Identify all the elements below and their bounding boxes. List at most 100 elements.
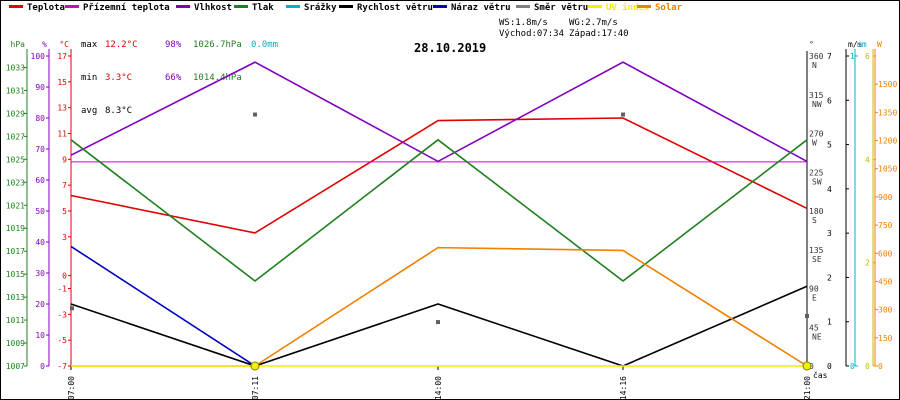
series-dir-point (253, 112, 257, 117)
axis-dir-tick-label: 270 (809, 130, 824, 139)
legend-swatch (588, 5, 602, 8)
legend-item-8: UV index (588, 3, 649, 13)
wind-info: WS:1.8m/s WG:2.7m/s Východ:07:34 Západ:17:… (499, 18, 649, 40)
legend-label: Srážky (304, 3, 337, 13)
axis-hpa-tick-label: 1017 (6, 247, 25, 256)
legend-item-5: Rychlost větru (339, 3, 433, 13)
chart-date: 28.10.2019 (414, 41, 487, 55)
legend-label: Teplota (27, 3, 65, 13)
stats-block: max 12.2°C 98% 1026.7hPa 0.0mm min 3.3°C 66% 10… (81, 18, 278, 139)
axis-hpa-tick-label: 1033 (6, 63, 25, 72)
axis-celsius-tick-label: 9 (62, 155, 67, 164)
series-uv-point (802, 361, 812, 371)
stat-max-temp: 12.2°C (105, 40, 138, 50)
legend-item-2: Vlhkost (176, 3, 232, 13)
axis-dir-compass-label: N (812, 61, 817, 70)
legend-label: Tlak (252, 3, 274, 13)
legend-swatch (9, 5, 23, 8)
axis-hpa-tick-label: 1031 (6, 86, 25, 95)
axis-hpa-tick-label: 1029 (6, 109, 25, 118)
axis-pct-tick-label: 0 (40, 362, 45, 371)
axis-celsius-tick-label: -1 (57, 285, 67, 294)
axis-mm-tick-label: 0 (850, 362, 855, 371)
legend-label: Solar (655, 3, 683, 13)
sunset: Západ:17:40 (569, 29, 629, 39)
stat-avg-temp: 8.3°C (105, 106, 133, 116)
legend-swatch (65, 5, 79, 8)
axis-dir-compass-label: NE (812, 332, 822, 341)
axis-hpa-tick-label: 1009 (6, 339, 25, 348)
axis-pct-tick-label: 40 (35, 238, 45, 247)
wind-gust: WG:2.7m/s (569, 18, 618, 28)
axis-ms-tick-label: 4 (827, 185, 832, 194)
legend-swatch (516, 5, 530, 8)
legend-swatch (433, 5, 447, 8)
axis-w-tick-label: 1350 (878, 108, 897, 117)
axis-hpa-tick-label: 1025 (6, 155, 25, 164)
axis-dir-compass-label: NW (812, 100, 822, 109)
series-line-3 (70, 138, 808, 283)
legend-item-1: Přízemní teplota (65, 3, 170, 13)
x-axis-label: čas (813, 370, 828, 380)
axis-pct-tick-label: 100 (31, 52, 46, 61)
axis-uv-tick-label: 6 (865, 52, 870, 61)
axis-w-unit: W (877, 40, 882, 49)
legend-label: Náraz větru (451, 3, 511, 13)
axis-pct-tick-label: 30 (35, 269, 45, 278)
legend-item-0: Teplota (9, 3, 65, 13)
legend-swatch (234, 5, 248, 8)
axis-ms-tick-label: 3 (827, 229, 832, 238)
stat-avg-label: avg (81, 106, 98, 116)
axis-dir-tick-label: 180 (809, 207, 824, 216)
axis-celsius-unit: °C (59, 40, 69, 49)
x-tick-label: 14:00 (434, 376, 443, 399)
wind-speed: WS:1.8m/s (499, 18, 548, 28)
series-dir-point (70, 306, 74, 311)
legend-swatch (176, 5, 190, 8)
axis-hpa-tick-label: 1027 (6, 132, 25, 141)
axis-pct-tick-label: 90 (35, 83, 45, 92)
stat-min-press: 1014.4hPa (193, 73, 242, 83)
axis-celsius-tick-label: 17 (57, 52, 67, 61)
legend-swatch (286, 5, 300, 8)
axis-dir-tick-label: 45 (809, 323, 819, 332)
axis-dir-tick-label: 135 (809, 246, 824, 255)
series-line-4 (70, 285, 808, 367)
legend-label: Směr větru (534, 3, 589, 13)
legend-label: Přízemní teplota (83, 3, 170, 13)
stat-min-label: min (81, 73, 98, 83)
axis-ms-tick-label: 7 (827, 52, 832, 61)
axis-pct-tick-label: 20 (35, 300, 45, 309)
axis-dir-compass-label: W (812, 139, 817, 148)
axis-celsius-tick-label: 15 (57, 78, 67, 87)
series-dir-point (621, 112, 625, 117)
x-tick-label: 07:00 (67, 376, 76, 399)
axis-hpa-tick-label: 1013 (6, 293, 25, 302)
series-line-2 (70, 61, 808, 163)
axis-pct-tick-label: 10 (35, 331, 45, 340)
axis-dir-tick-label: 90 (809, 285, 819, 294)
axis-w-tick-label: 1200 (878, 137, 897, 146)
axis-mm-tick-label: 1 (850, 52, 855, 61)
axis-dir-compass-label: S (812, 216, 817, 225)
axis-ms-tick-label: 5 (827, 141, 832, 150)
axis-w-tick-label: 1500 (878, 80, 897, 89)
legend-item-3: Tlak (234, 3, 274, 13)
axis-dir-tick-label: 360 (809, 52, 824, 61)
legend-item-6: Náraz větru (433, 3, 511, 13)
axis-hpa-tick-label: 1011 (6, 316, 25, 325)
axis-pct-tick-label: 60 (35, 176, 45, 185)
axis-w-tick-label: 150 (878, 334, 893, 343)
axis-pct-unit: % (42, 40, 47, 49)
series-line-0 (70, 117, 808, 234)
sunrise: Východ:07:34 (499, 29, 565, 39)
axis-hpa-tick-label: 1019 (6, 224, 25, 233)
axis-pct-tick-label: 70 (35, 145, 45, 154)
legend: Teplota Přízemní teplota Vlhkost Tlak Srážky… (1, 1, 899, 17)
axis-celsius-tick-label: 11 (57, 130, 67, 139)
axis-hpa-tick-label: 1007 (6, 362, 25, 371)
axis-celsius-tick-label: -7 (57, 362, 67, 371)
axis-ms-tick-label: 2 (827, 273, 832, 282)
axis-dir-compass-label: SW (812, 177, 822, 186)
legend-label: Vlhkost (194, 3, 232, 13)
